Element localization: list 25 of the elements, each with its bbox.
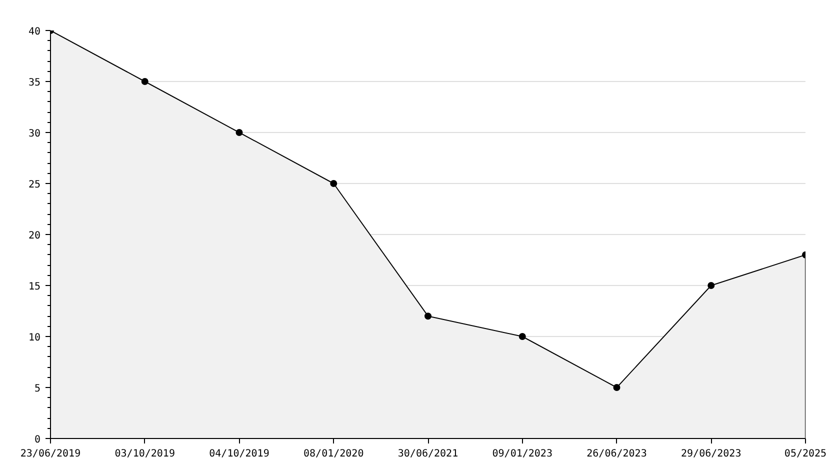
y-tick-label: 15 (28, 282, 41, 292)
point (613, 384, 620, 391)
y-tick-label: 20 (28, 230, 41, 242)
point (236, 129, 243, 136)
y-tick-label: 10 (28, 332, 41, 344)
x-tick-label: 09/01/2023 (492, 448, 552, 460)
point (141, 78, 148, 85)
x-tick-label: 08/01/2020 (304, 448, 364, 460)
y-tick-label: 5 (34, 384, 41, 394)
x-tick-label: 23/06/2019 (20, 448, 81, 460)
point (518, 333, 526, 340)
x-tick-label: 30/06/2021 (398, 448, 458, 460)
x-tick-label: 29/06/2023 (681, 448, 742, 460)
y-tick-label: 0 (34, 434, 41, 446)
y-tick-label: 40 (28, 26, 41, 38)
y-tick-label: 35 (28, 78, 41, 88)
y-tick-label: 30 (28, 128, 41, 140)
point (708, 282, 715, 289)
point (424, 312, 432, 320)
x-tick-label: 03/10/2019 (114, 448, 175, 460)
y-tick-label: 25 (28, 180, 41, 190)
x-tick-label: 26/06/2023 (586, 448, 647, 460)
point (330, 180, 338, 187)
x-tick-label: 04/10/2019 (209, 448, 270, 460)
x-tick-label: 05/2025 (784, 448, 827, 460)
